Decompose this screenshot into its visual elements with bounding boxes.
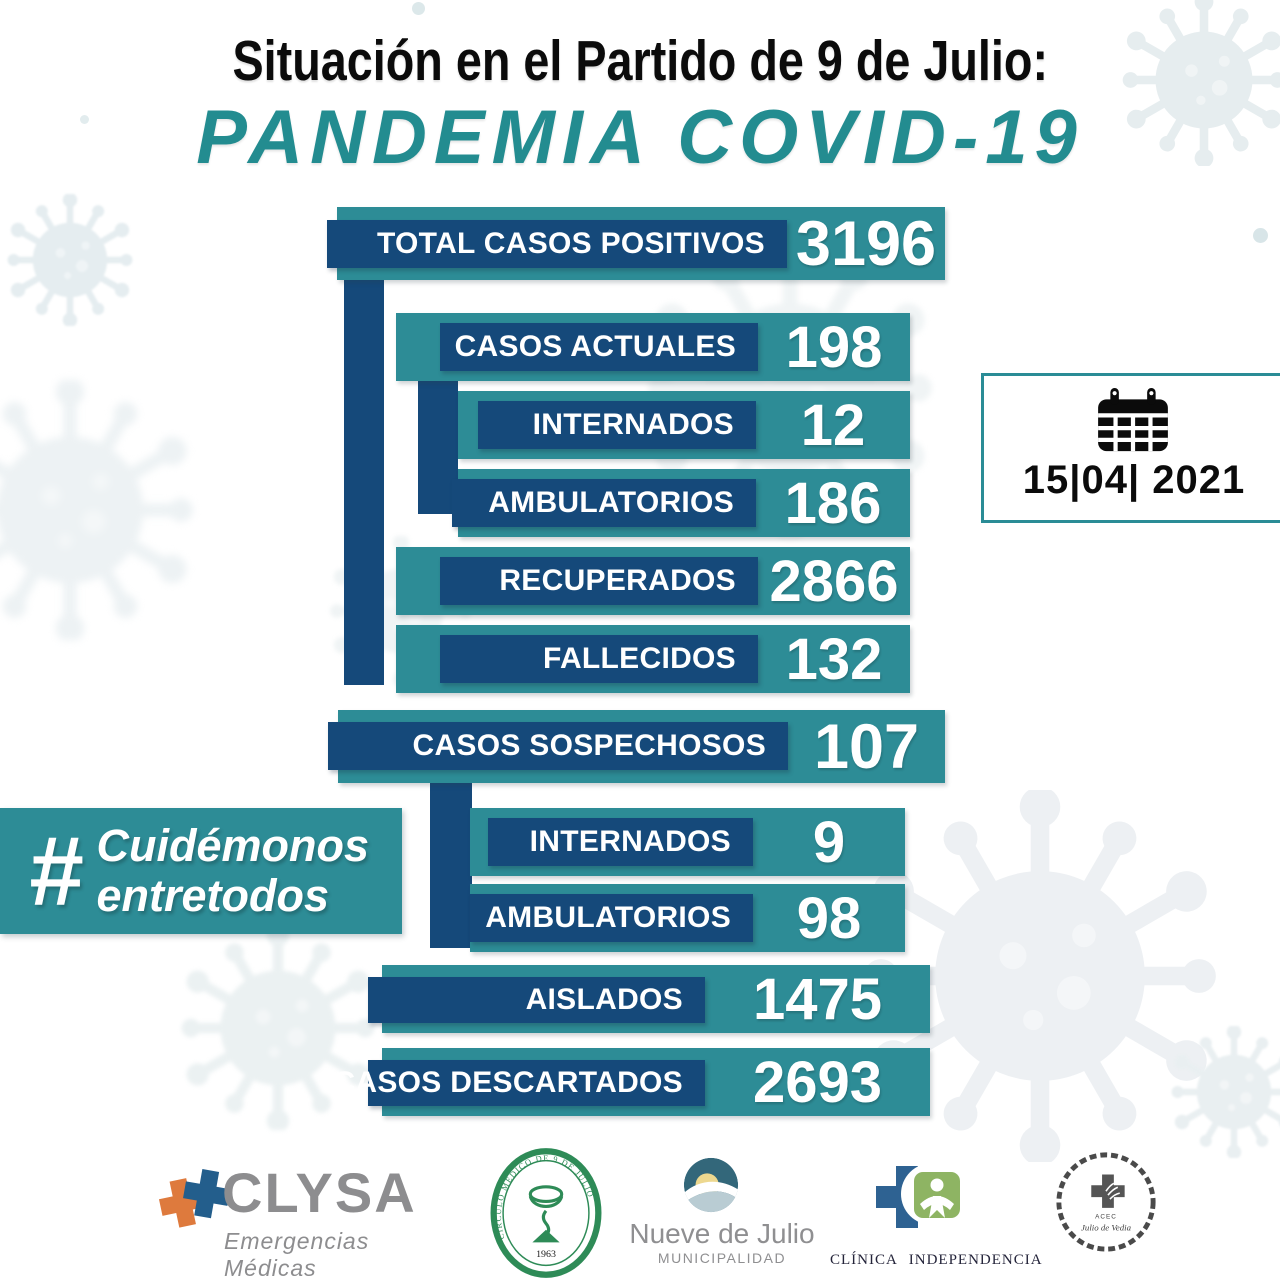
hashtag-box: # Cuidémonos entretodos <box>0 808 402 934</box>
internados-sospechosos-label: INTERNADOS <box>488 818 753 866</box>
total-positivos-label: TOTAL CASOS POSITIVOS <box>327 220 787 268</box>
casos-actuales-label: CASOS ACTUALES <box>440 323 758 371</box>
aislados-value: 1475 <box>752 966 883 1032</box>
clinica-cross-icon <box>876 1163 963 1228</box>
hashtag-line2: entretodos <box>96 870 330 921</box>
internados-sospechosos-value: 9 <box>812 809 846 875</box>
recuperados-value: 2866 <box>769 548 899 614</box>
clysa-name: CLYSA <box>222 1161 417 1224</box>
municipalidad-logo: Nueve de Julio MUNICIPALIDAD <box>629 1156 815 1266</box>
clysa-logo: CLYSA Emergencias Médicas <box>138 1152 468 1280</box>
dot-decoration <box>80 115 89 124</box>
recuperados-label: RECUPERADOS <box>440 557 758 605</box>
fallecidos-value: 132 <box>785 626 883 692</box>
total-positivos-value: 3196 <box>795 208 937 279</box>
connector-total <box>344 250 384 685</box>
date-text: 15|04| 2021 <box>1022 458 1246 502</box>
casos-descartados-value: 2693 <box>752 1049 883 1115</box>
casos-descartados-label: CASOS DESCARTADOS <box>333 1060 705 1106</box>
clinica-independencia-logo: CLÍNICA INDEPENDENCIA <box>830 1152 1042 1268</box>
fallecidos-label: FALLECIDOS <box>440 635 758 683</box>
stamp-line1: ACEC <box>1095 1214 1117 1221</box>
casos-sospechosos-value: 107 <box>813 711 920 782</box>
circulo-medico-icon: CÍRCULO MÉDICO DE 9 DE JULIO 1963 <box>490 1148 602 1278</box>
ambulatorios-sospechosos-label: AMBULATORIOS <box>470 894 753 942</box>
aislados-label: AISLADOS <box>368 977 705 1023</box>
stamp-icon: ACEC Julio de Vedia <box>1056 1152 1156 1252</box>
ambulatorios-sospechosos-value: 98 <box>796 885 862 951</box>
municipalidad-name: Nueve de Julio <box>629 1218 815 1249</box>
internados-actuales-value: 12 <box>800 392 866 458</box>
casos-actuales-value: 198 <box>785 314 883 380</box>
internados-actuales-label: INTERNADOS <box>478 401 756 449</box>
clysa-tagline: Emergencias Médicas <box>224 1228 370 1280</box>
clysa-cross-icon <box>158 1169 231 1228</box>
ambulatorios-actuales-value: 186 <box>784 470 882 536</box>
stamp-logo: ACEC Julio de Vedia <box>1052 1148 1160 1261</box>
ambulatorios-actuales-label: AMBULATORIOS <box>452 479 756 527</box>
casos-sospechosos-label: CASOS SOSPECHOSOS <box>328 722 788 770</box>
municipalidad-subtitle: MUNICIPALIDAD <box>657 1250 787 1266</box>
date-box: 15|04| 2021 <box>981 373 1280 523</box>
dot-decoration <box>412 2 425 15</box>
virus-decoration <box>4 194 136 326</box>
clinica-independencia-name: CLÍNICA INDEPENDENCIA <box>830 1252 1043 1268</box>
dot-decoration <box>1253 228 1268 243</box>
circulo-medico-year: 1963 <box>536 1249 556 1260</box>
stamp-line2: Julio de Vedia <box>1081 1222 1132 1232</box>
hashtag-symbol: # <box>28 815 83 926</box>
page-title: Situación en el Partido de 9 de Julio: <box>232 29 1048 93</box>
calendar-icon <box>1098 388 1168 452</box>
virus-decoration <box>0 380 200 640</box>
circulo-medico-logo: CÍRCULO MÉDICO DE 9 DE JULIO 1963 <box>488 1146 604 1280</box>
virus-decoration <box>1168 1026 1280 1158</box>
page-subtitle: PANDEMIA COVID-19 <box>196 95 1084 180</box>
hashtag-line1: Cuidémonos <box>96 819 370 871</box>
municipalidad-icon <box>683 1157 739 1213</box>
